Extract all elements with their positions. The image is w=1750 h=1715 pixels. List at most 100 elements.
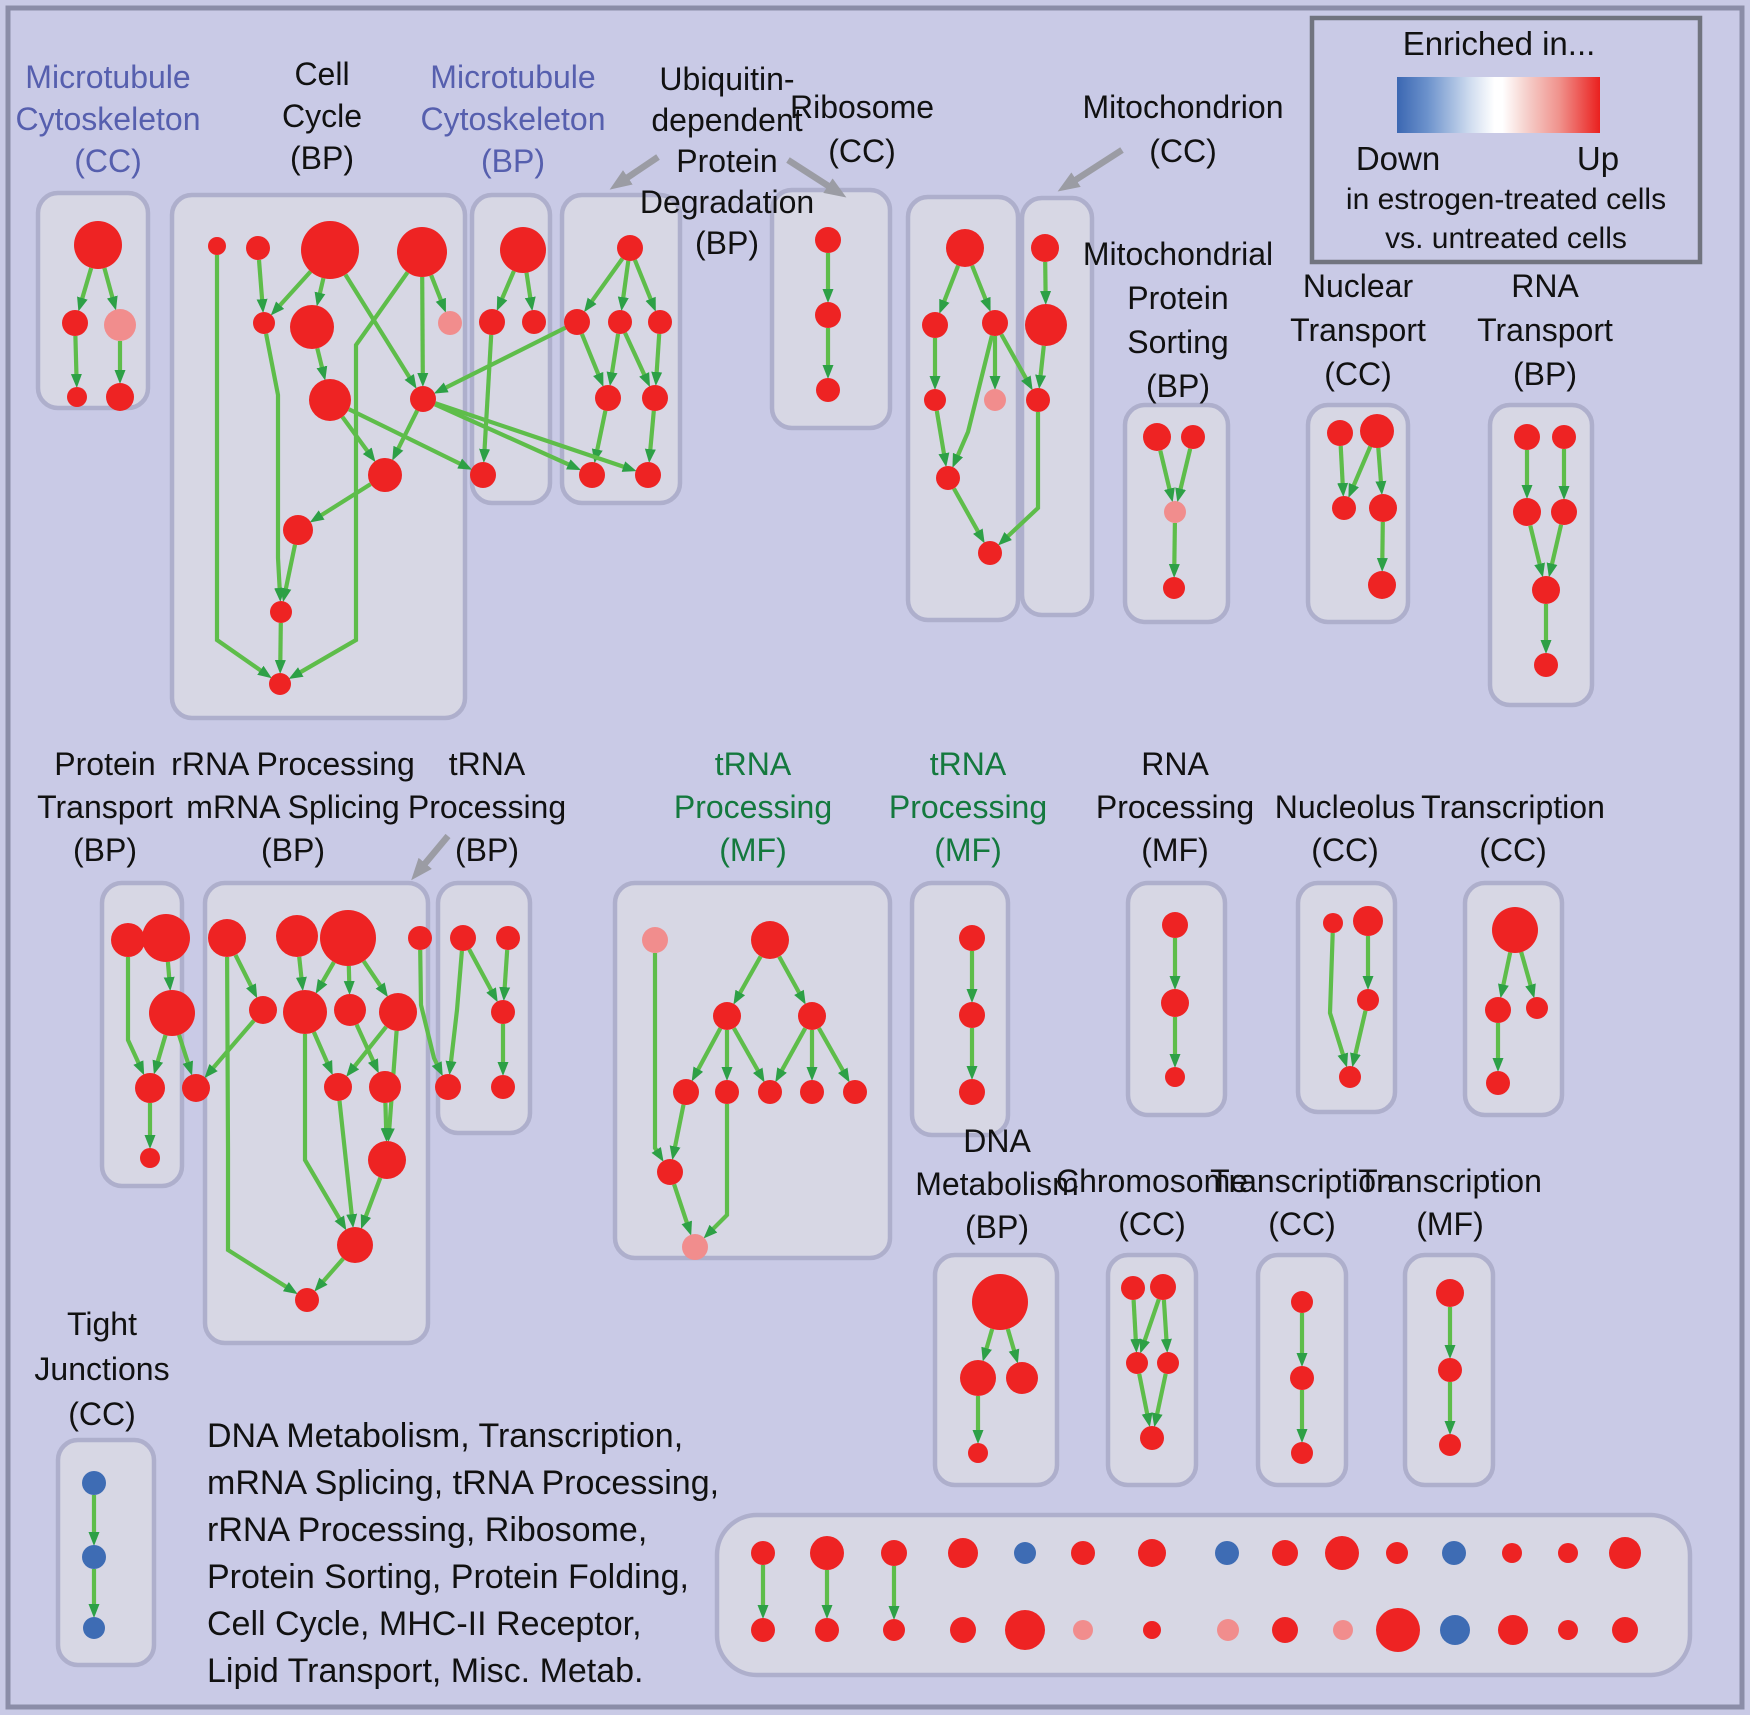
- cluster-label-rrna-mrna: (BP): [261, 832, 325, 868]
- cluster-label-trna-bp: Processing: [408, 789, 566, 825]
- cluster-label-protein-transport: Transport: [37, 789, 173, 825]
- cluster-box-transcription-cc-1: [1462, 880, 1565, 1118]
- go-node-pink: [984, 389, 1006, 411]
- edge-ubiquitin-1: [591, 410, 608, 464]
- go-node-red: [522, 310, 546, 334]
- edge-protein-transport: [152, 1034, 168, 1075]
- cluster-label-nuclear-transport: Transport: [1290, 312, 1426, 348]
- edge-rrna-mrna: [360, 1177, 383, 1230]
- go-node-red: [1353, 906, 1383, 936]
- cluster-label-trna-mf-1: tRNA: [715, 746, 792, 782]
- go-node-red: [881, 1540, 907, 1566]
- edge-ribosome: [934, 410, 950, 468]
- edge-microtubule-bp: [496, 270, 516, 312]
- go-node-red: [758, 1080, 782, 1104]
- go-node-red: [1121, 1276, 1145, 1300]
- edge-transcription-cc-1: [1498, 952, 1513, 999]
- go-node-red: [1369, 494, 1397, 522]
- go-node-red: [968, 1443, 988, 1463]
- go-node-red: [751, 1541, 775, 1565]
- edge-trna-mf-1: [732, 1027, 765, 1083]
- cluster-label-dna-metabolism: (BP): [965, 1209, 1029, 1245]
- go-node-blue: [1442, 1541, 1466, 1565]
- go-node-red: [1609, 1537, 1641, 1569]
- cluster-label-microtubule-cc: (CC): [74, 143, 142, 179]
- edge-trna-bp: [499, 949, 511, 1002]
- edge-cell-cycle: [256, 259, 268, 314]
- go-node-red: [62, 310, 88, 336]
- cluster-label-transcription-mf: Transcription: [1358, 1163, 1542, 1199]
- collapsed-clusters-text: mRNA Splicing, tRNA Processing,: [207, 1464, 719, 1502]
- cross-edge: [204, 1019, 256, 1079]
- edge-rrna-mrna: [302, 1034, 347, 1231]
- cluster-label-ubiquitin: Ubiquitin-: [659, 61, 794, 97]
- go-node-red: [135, 1073, 165, 1103]
- edge-ubiquitin-1: [606, 333, 621, 387]
- go-node-red: [564, 309, 590, 335]
- edge-cell-cycle: [417, 276, 429, 387]
- go-node-red: [1526, 997, 1548, 1019]
- go-node-red: [635, 462, 661, 488]
- go-node-red: [337, 1227, 373, 1263]
- go-node-red: [843, 1080, 867, 1104]
- edge-protein-transport: [125, 957, 145, 1076]
- cluster-label-microtubule-cc: Microtubule: [25, 59, 190, 95]
- edge-trna-mf-1: [733, 955, 763, 1005]
- cluster-label-ubiquitin: (BP): [695, 225, 759, 261]
- go-node-red: [1332, 496, 1356, 520]
- go-node-red: [1143, 1621, 1161, 1639]
- go-node-red: [1272, 1540, 1298, 1566]
- edge-protein-transport: [163, 961, 175, 992]
- go-node-red: [950, 1617, 976, 1643]
- go-node-red: [1031, 234, 1059, 262]
- edge-trna-mf-1: [651, 953, 664, 1162]
- go-node-blue: [83, 1617, 105, 1639]
- edge-ribosome: [952, 487, 985, 544]
- cluster-label-chromosome: Chromosome: [1056, 1163, 1248, 1199]
- edge-cell-cycle: [392, 409, 420, 461]
- cluster-label-dna-metabolism: DNA: [963, 1123, 1031, 1159]
- go-node-blue: [1215, 1541, 1239, 1565]
- cluster-label-rna-transport: RNA: [1511, 268, 1579, 304]
- go-node-red: [1325, 1536, 1359, 1570]
- edge-ubiquitin-1: [632, 259, 656, 312]
- edge-trna-mf-1: [777, 955, 806, 1005]
- go-node-red: [1157, 1352, 1179, 1374]
- label-pointer-arrow: [411, 833, 451, 881]
- go-node-red: [1026, 388, 1050, 412]
- cluster-label-protein-transport: (BP): [73, 832, 137, 868]
- cluster-box-mixed-strip: [714, 1512, 1693, 1678]
- go-node-red: [208, 919, 246, 957]
- cluster-label-tight-junctions: (CC): [68, 1396, 136, 1432]
- edge-trna-mf-1: [703, 1104, 730, 1239]
- go-node-red: [496, 926, 520, 950]
- edge-rrna-mrna: [361, 960, 388, 998]
- cross-edge: [433, 325, 567, 394]
- go-node-red: [959, 1002, 985, 1028]
- go-node-red: [1161, 989, 1189, 1017]
- go-node-red: [270, 601, 292, 623]
- go-node-red: [815, 1618, 839, 1642]
- edge-trna-bp: [467, 948, 498, 1003]
- edge-ubiquitin-1: [623, 332, 651, 388]
- edge-chromosome: [1130, 1299, 1142, 1353]
- edge-rrna-mrna: [380, 1102, 392, 1142]
- edge-ribosome: [970, 264, 991, 312]
- legend-title: Enriched in...: [1403, 25, 1596, 62]
- cluster-label-chromosome: (CC): [1118, 1206, 1186, 1242]
- go-node-red: [283, 515, 313, 545]
- go-node-red: [470, 462, 496, 488]
- edge-dna-metabolism: [981, 1328, 995, 1362]
- cross-edge: [434, 402, 582, 471]
- go-node-red: [479, 309, 505, 335]
- edge-rrna-mrna: [346, 1025, 388, 1077]
- go-node-red: [249, 996, 277, 1024]
- go-node-red: [978, 541, 1002, 565]
- cluster-label-trna-mf-1: (MF): [719, 832, 787, 868]
- go-node-red: [608, 310, 632, 334]
- edge-trna-mf-1: [817, 1027, 850, 1083]
- edge-microtubule-bp: [479, 334, 494, 463]
- go-node-red: [816, 378, 840, 402]
- go-node-red: [111, 923, 145, 957]
